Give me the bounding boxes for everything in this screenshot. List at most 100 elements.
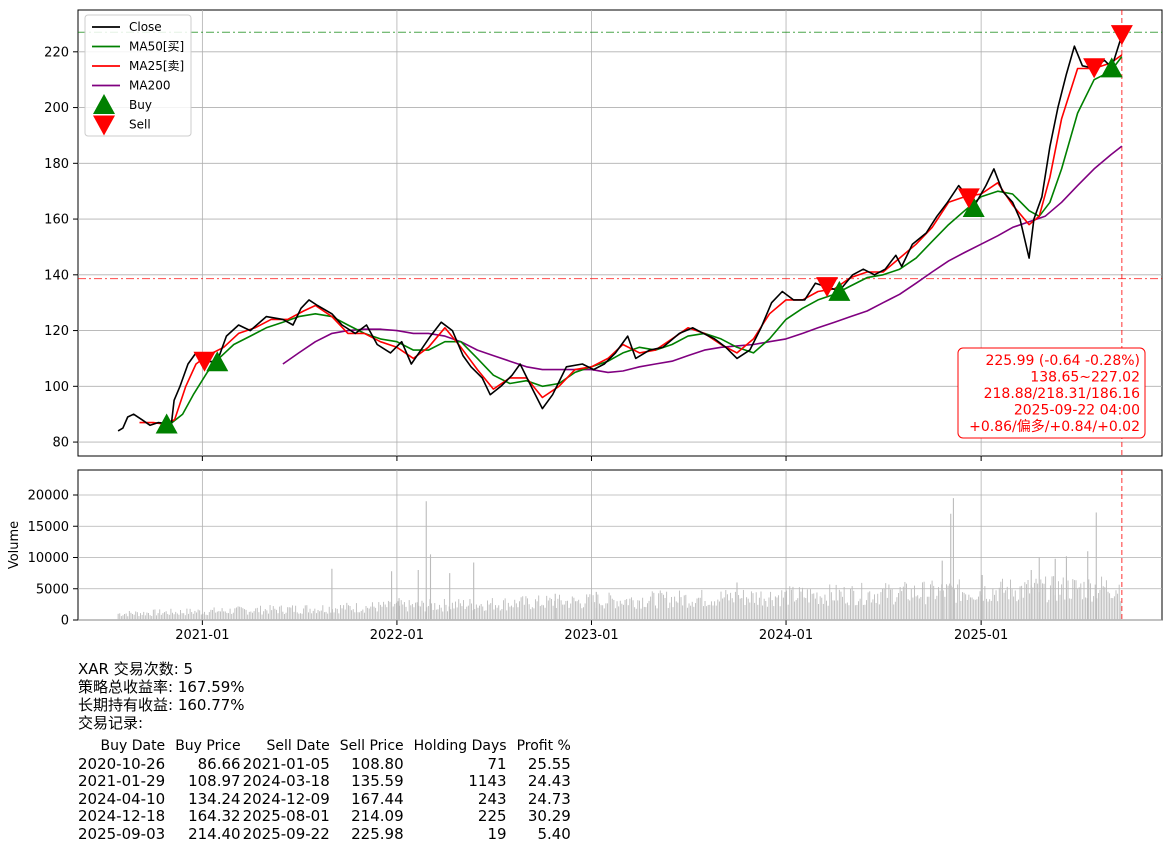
buy-marker <box>828 280 851 301</box>
header-buy-price: Buy Price <box>175 738 241 754</box>
profit: 24.73 <box>527 789 571 808</box>
buy-date: 2020-10-26 <box>78 754 166 773</box>
sell-price: 135.59 <box>351 772 404 790</box>
header-sell-date: Sell Date <box>266 738 330 754</box>
profit: 30.29 <box>527 807 571 825</box>
profit: 5.40 <box>537 824 571 843</box>
buy-date: 2025-09-03 <box>78 824 166 843</box>
table-row: 2024-04-10 134.24 2024-12-09 167.44 243 … <box>78 789 571 809</box>
buy-price: 108.97 <box>188 772 241 790</box>
holding-days: 243 <box>477 789 507 808</box>
header-buy-date: Buy Date <box>100 738 166 754</box>
strategy-summary: XAR 交易次数: 5 策略总收益率: 167.59% 长期持有收益: 160.… <box>78 660 245 732</box>
price-y-tick-label: 180 <box>44 157 69 172</box>
header-sell-price: Sell Price <box>339 738 404 754</box>
x-tick-label: 2025-01 <box>954 628 1008 643</box>
sell-date: 2021-01-05 <box>242 754 330 773</box>
legend-label: Close <box>129 20 162 34</box>
buy-marker <box>962 197 985 218</box>
price-y-tick-label: 200 <box>44 101 69 116</box>
legend-frame <box>84 14 192 137</box>
legend-label: MA200 <box>129 79 170 93</box>
legend-label: MA25[卖] <box>129 59 184 73</box>
series-line-close <box>117 34 1123 432</box>
holding-days: 19 <box>487 824 507 843</box>
legend-label: MA50[买] <box>129 40 184 54</box>
holding-days: 225 <box>477 807 507 825</box>
sell-marker <box>193 351 216 372</box>
buy-marker <box>155 413 178 434</box>
volume-y-tick-label: 15000 <box>28 520 69 535</box>
sell-marker <box>1110 25 1133 46</box>
volume-y-label: Volume <box>7 521 22 569</box>
buy-price: 164.32 <box>188 807 241 825</box>
buy-date: 2024-04-10 <box>78 789 166 808</box>
price-y-tick-label: 220 <box>44 45 69 60</box>
price-y-tick-label: 100 <box>44 380 69 395</box>
trade-record-label: 交易记录: <box>78 714 144 732</box>
table-row: 2020-10-26 86.66 2021-01-05 108.80 71 25… <box>78 754 571 774</box>
buy-price: 214.40 <box>188 824 241 843</box>
sell-date: 2025-08-01 <box>242 807 330 825</box>
sell-marker <box>1083 58 1106 79</box>
header-holding-days: Holding Days <box>413 738 507 754</box>
info-box-line: +0.86/偏多/+0.84/+0.02 <box>969 418 1140 435</box>
sell-date: 2024-12-09 <box>242 789 330 808</box>
holding-days: 71 <box>487 754 507 773</box>
table-row: 2021-01-29 108.97 2024-03-18 135.59 1143… <box>78 772 571 791</box>
buy-price: 86.66 <box>197 754 241 773</box>
volume-y-tick-label: 5000 <box>36 582 69 597</box>
sell-price: 214.09 <box>351 807 404 825</box>
buy-date: 2024-12-18 <box>78 807 166 825</box>
sell-date: 2024-03-18 <box>242 772 330 790</box>
price-y-tick-label: 160 <box>44 213 69 228</box>
sell-price: 225.98 <box>351 824 404 843</box>
legend-label: Buy <box>129 98 152 112</box>
info-box-frame <box>957 347 1146 439</box>
buy-marker <box>206 351 229 372</box>
table-row: 2025-09-03 214.40 2025-09-22 225.98 19 5… <box>78 824 571 844</box>
legend-swatch <box>93 115 115 136</box>
sell-price: 108.80 <box>351 754 404 773</box>
info-box: 225.99 (-0.64 -0.28%)138.65~227.02218.88… <box>957 347 1146 439</box>
sell-date: 2025-09-22 <box>242 824 330 843</box>
info-box-line: 138.65~227.02 <box>1030 370 1140 386</box>
profit: 24.43 <box>527 772 571 790</box>
sell-price: 167.44 <box>351 789 404 808</box>
x-tick-label: 2023-01 <box>564 628 618 643</box>
volume-panel: 2021-01 2022-01 2023-01 2024-01 2025-01 0 5000… <box>7 469 1163 643</box>
profit: 25.55 <box>527 754 571 773</box>
trade-table: Buy Date Buy Price Sell Date Sell Price … <box>78 738 571 843</box>
volume-y-tick-label: 0 <box>61 614 69 629</box>
sell-marker <box>957 188 980 209</box>
info-box-line: 2025-09-22 04:00 <box>1014 403 1140 419</box>
sell-marker <box>816 277 839 298</box>
buy-marker <box>1100 57 1123 78</box>
price-y-tick-label: 140 <box>44 268 69 283</box>
buy-date: 2021-01-29 <box>78 772 166 790</box>
info-box-line: 218.88/218.31/186.16 <box>984 386 1140 402</box>
x-tick-label: 2021-01 <box>175 628 229 643</box>
table-row: 2024-12-18 164.32 2025-08-01 214.09 225 … <box>78 807 571 826</box>
buy-hold-return: 长期持有收益: 160.77% <box>78 696 245 714</box>
x-tick-label: 2022-01 <box>370 628 424 643</box>
legend-swatch <box>93 94 115 114</box>
legend-label: Sell <box>129 118 151 132</box>
series-line-ma200 <box>282 145 1123 374</box>
volume-y-tick-label: 20000 <box>28 489 69 504</box>
legend: Close MA50[买] MA25[卖] MA200 Buy Sell <box>84 14 192 137</box>
info-box-line: 225.99 (-0.64 -0.28%) <box>985 353 1140 369</box>
trade-count: XAR 交易次数: 5 <box>78 660 194 678</box>
x-tick-label: 2024-01 <box>759 628 813 643</box>
header-profit: Profit % <box>516 738 571 754</box>
price-panel: 80 100 120 140 160 180 200 220 <box>44 9 1163 461</box>
buy-price: 134.24 <box>188 789 241 808</box>
price-y-tick-label: 80 <box>52 436 69 451</box>
trade-table-header: Buy Date Buy Price Sell Date Sell Price … <box>78 738 571 756</box>
holding-days: 1143 <box>468 772 507 790</box>
volume-y-tick-label: 10000 <box>28 551 69 566</box>
price-y-tick-label: 120 <box>44 324 69 339</box>
price-axes-frame <box>77 9 1163 457</box>
strategy-return: 策略总收益率: 167.59% <box>78 678 245 696</box>
